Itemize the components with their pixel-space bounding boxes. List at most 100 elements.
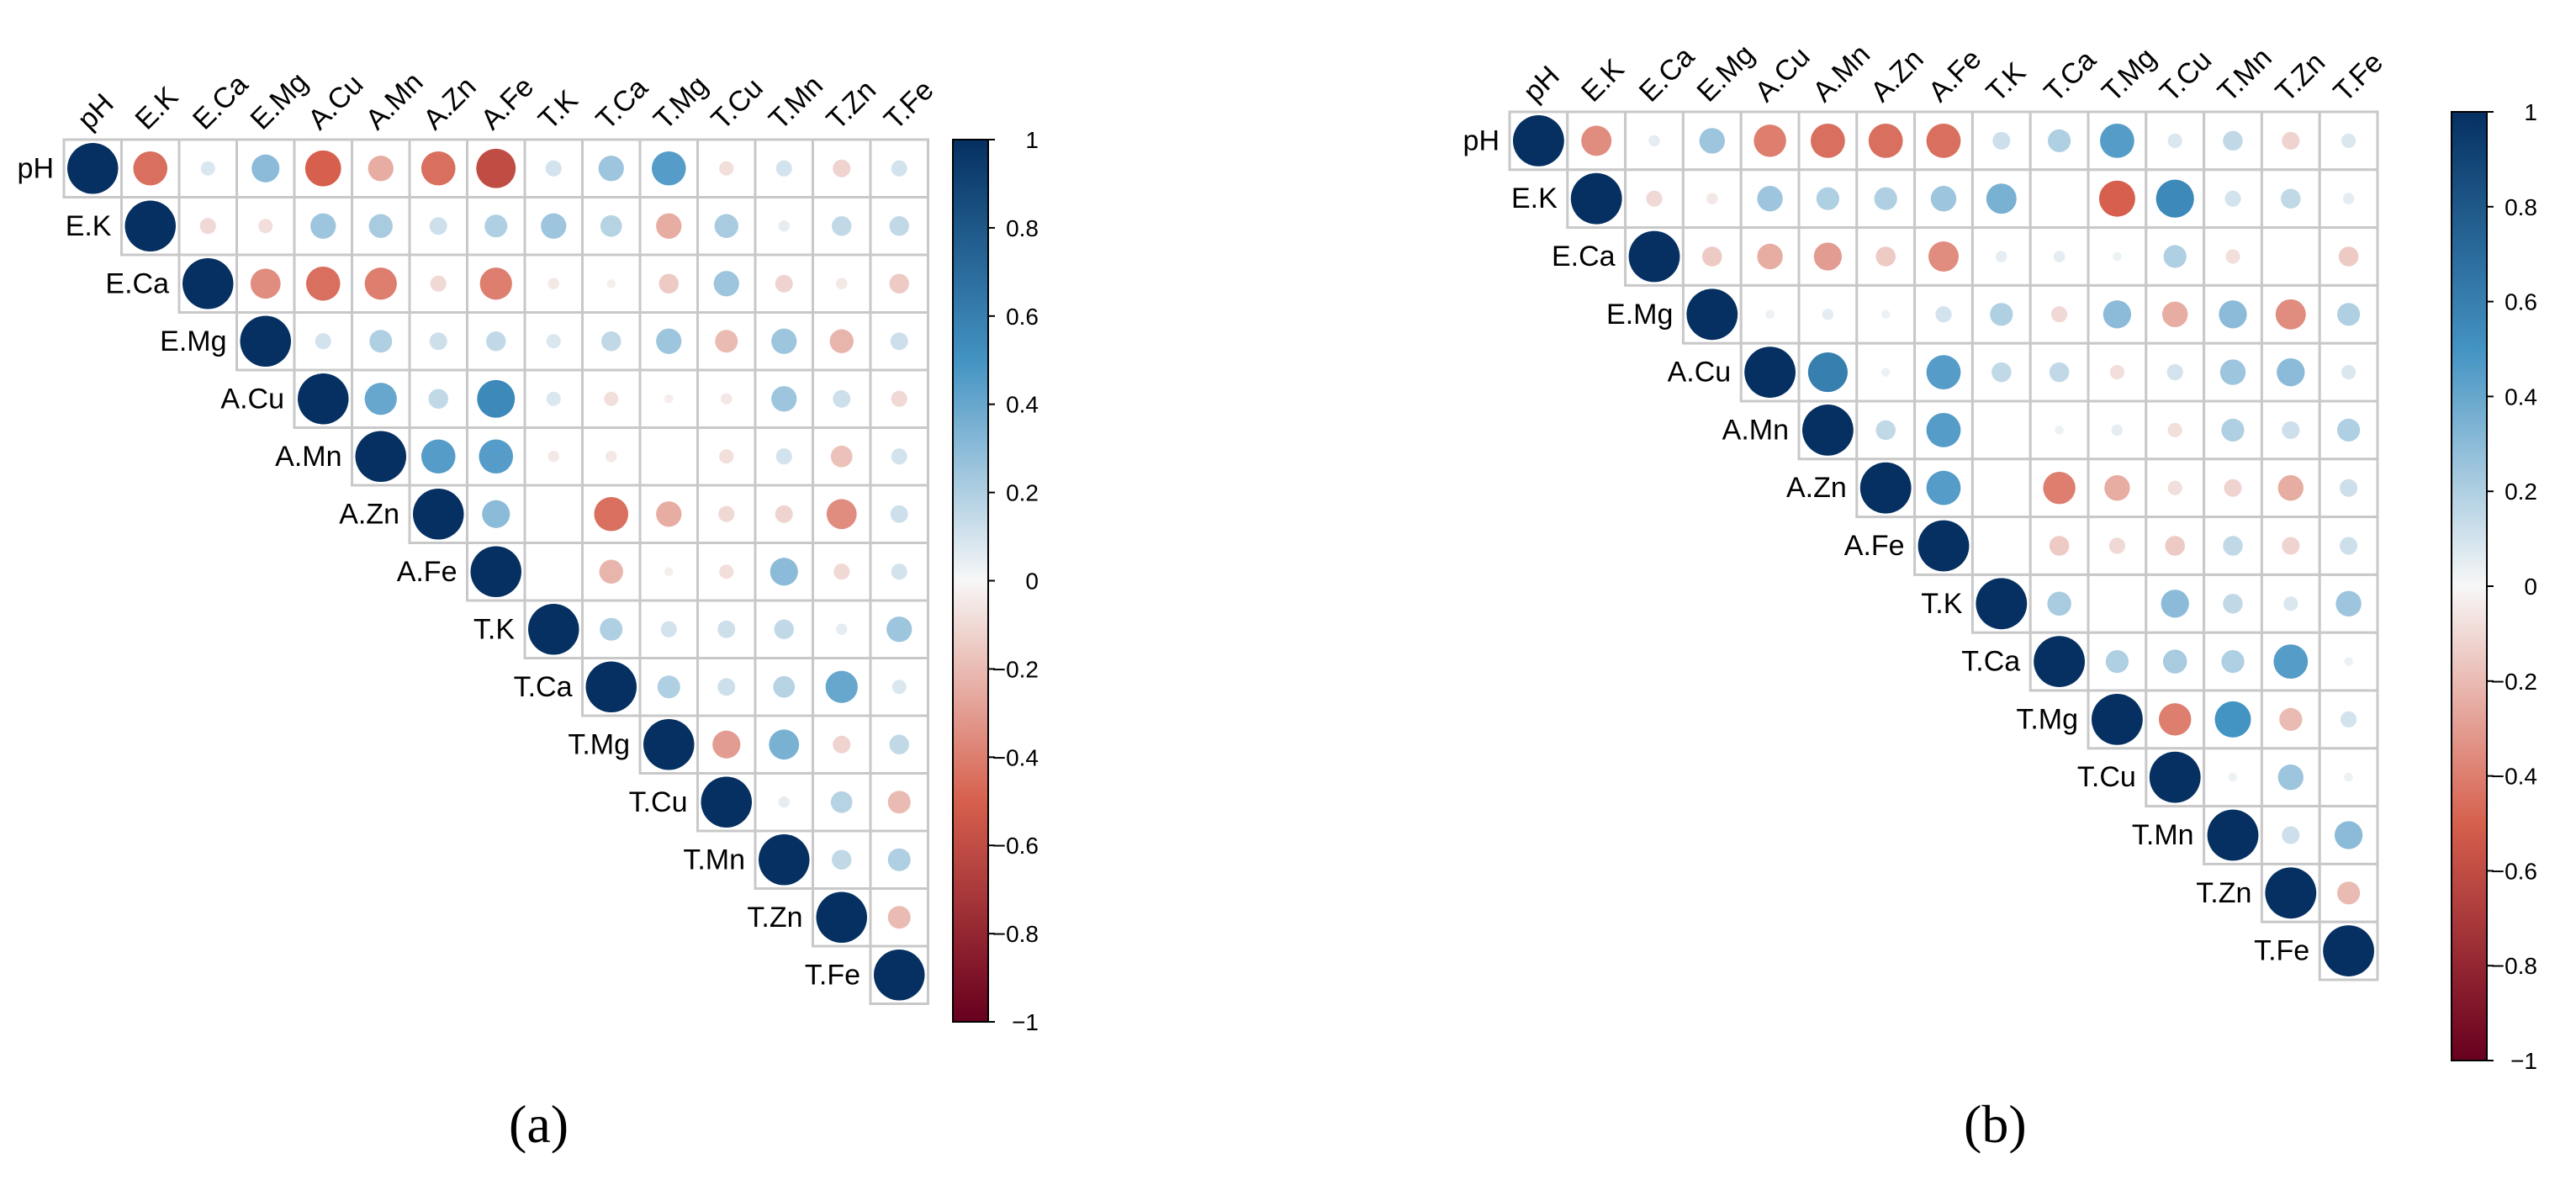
corr-circle-E.K-E.Ca bbox=[1646, 190, 1663, 207]
colorbar-tick-label: −0.6 bbox=[2491, 858, 2537, 884]
corr-circle-E.K-T.Mn bbox=[2224, 190, 2241, 207]
corr-circle-E.K-T.Zn bbox=[2281, 188, 2301, 209]
corr-circle-E.Mg-A.Zn bbox=[429, 332, 447, 351]
corr-circle-A.Fe-T.Fe bbox=[2340, 537, 2358, 555]
corr-circle-E.Ca-T.Cu bbox=[713, 271, 739, 297]
corr-circle-A.Fe-A.Fe bbox=[1917, 520, 1970, 572]
corr-circle-T.Cu-T.Fe bbox=[2344, 772, 2353, 782]
corr-circle-pH-A.Mn bbox=[1811, 124, 1845, 158]
column-label: A.Fe bbox=[475, 71, 541, 136]
corr-circle-E.K-A.Mn bbox=[1816, 187, 1839, 210]
corr-circle-pH-E.Mg bbox=[1699, 128, 1725, 154]
corr-circle-E.Mg-T.Cu bbox=[2162, 301, 2188, 327]
corr-circle-T.Zn-T.Zn bbox=[2265, 867, 2317, 919]
corr-circle-T.Mn-T.Zn bbox=[2282, 826, 2300, 844]
corr-circle-A.Cu-A.Mn bbox=[1807, 352, 1848, 393]
corr-circle-T.Mn-T.Zn bbox=[832, 849, 852, 870]
corr-circle-A.Fe-T.Mg bbox=[2108, 537, 2126, 554]
corr-circle-T.Cu-T.Cu bbox=[2149, 751, 2201, 803]
row-label: A.Mn bbox=[1722, 414, 1789, 446]
corr-circle-T.K-T.Ca bbox=[2047, 591, 2071, 616]
corr-circle-E.Mg-T.Cu bbox=[715, 330, 738, 353]
corr-circle-E.K-T.Fe bbox=[2342, 193, 2355, 204]
row-label: E.Mg bbox=[1606, 299, 1673, 331]
matrix-cell bbox=[812, 138, 872, 198]
corr-circle-pH-T.Cu bbox=[2167, 133, 2182, 148]
corr-circle-pH-T.Zn bbox=[2282, 131, 2300, 150]
corr-circle-pH-T.Mn bbox=[775, 160, 792, 177]
corr-circle-E.Mg-T.Fe bbox=[890, 332, 908, 351]
colorbar-tick-label: 0.8 bbox=[2505, 194, 2537, 220]
corr-circle-T.Ca-T.Fe bbox=[891, 680, 907, 695]
corr-circle-A.Cu-T.Mn bbox=[2219, 359, 2246, 385]
corr-circle-A.Cu-T.Ca bbox=[604, 391, 619, 406]
corr-circle-pH-A.Zn bbox=[421, 151, 456, 186]
corr-circle-E.Ca-T.K bbox=[1996, 251, 2007, 262]
matrix-cell bbox=[581, 484, 642, 544]
corr-circle-E.K-T.Cu bbox=[714, 214, 738, 238]
corr-circle-A.Cu-T.K bbox=[1992, 362, 2012, 383]
corr-circle-T.Mn-T.Mn bbox=[759, 834, 810, 886]
corr-circle-E.K-T.Mg bbox=[2098, 180, 2135, 217]
column-label: A.Mn bbox=[1806, 39, 1876, 108]
corr-circle-A.Fe-T.Mn bbox=[770, 558, 798, 586]
corr-circle-A.Mn-T.Mn bbox=[775, 448, 792, 465]
corr-circle-E.Mg-T.Mn bbox=[771, 328, 797, 354]
row-label: T.K bbox=[1921, 588, 1962, 620]
row-label: A.Cu bbox=[1668, 357, 1732, 389]
corr-circle-A.Zn-T.Fe bbox=[2340, 479, 2358, 497]
column-label: E.K bbox=[130, 81, 185, 136]
colorbar-tick-label: 1 bbox=[1025, 127, 1039, 153]
row-label: T.Zn bbox=[2196, 877, 2251, 909]
corr-circle-T.Cu-T.Mn bbox=[778, 796, 791, 808]
corr-circle-A.Zn-T.Mn bbox=[2224, 479, 2242, 497]
row-label: T.Fe bbox=[805, 959, 860, 991]
corr-circle-E.Mg-T.K bbox=[1990, 303, 2013, 326]
corr-circle-E.K-T.Zn bbox=[832, 216, 852, 236]
column-label: pH bbox=[71, 87, 120, 136]
corr-circle-E.K-E.K bbox=[1570, 172, 1622, 225]
matrix-cell bbox=[638, 426, 699, 487]
column-label: E.Mg bbox=[1691, 39, 1761, 108]
corr-circle-A.Fe-T.Fe bbox=[891, 563, 907, 580]
corr-circle-T.Mg-T.Zn bbox=[2279, 707, 2303, 731]
colorbar-tick-label: −0.2 bbox=[992, 656, 1039, 682]
corr-circle-pH-T.Mg bbox=[2100, 124, 2134, 158]
matrix-cell bbox=[2087, 573, 2148, 634]
corr-circle-E.Ca-A.Fe bbox=[1928, 241, 1959, 272]
corr-circle-A.Cu-A.Cu bbox=[1744, 347, 1796, 398]
corr-circle-T.Ca-T.Ca bbox=[2034, 636, 2085, 687]
matrix-cell bbox=[2260, 226, 2321, 287]
corr-circle-A.Fe-T.Ca bbox=[599, 559, 623, 584]
corr-circle-E.Mg-T.Zn bbox=[829, 329, 854, 353]
corr-circle-A.Cu-T.Mg bbox=[2109, 365, 2124, 380]
corr-circle-E.K-T.K bbox=[1986, 183, 2017, 214]
corr-circle-A.Mn-T.Cu bbox=[2167, 422, 2182, 437]
corr-circle-A.Fe-T.Cu bbox=[2165, 536, 2185, 556]
corr-circle-A.Zn-T.Mg bbox=[656, 501, 682, 527]
corr-circle-E.Mg-T.Mg bbox=[656, 328, 682, 354]
corr-circle-T.K-T.Mg bbox=[660, 621, 677, 637]
corr-circle-E.Mg-T.Ca bbox=[2050, 306, 2068, 323]
corr-circle-A.Mn-A.Fe bbox=[1926, 413, 1961, 447]
corr-circle-T.Mg-T.Cu bbox=[2158, 703, 2192, 736]
corr-circle-E.Ca-A.Mn bbox=[1813, 242, 1843, 271]
corr-circle-A.Cu-T.Zn bbox=[833, 389, 851, 408]
corr-circle-E.Ca-E.Ca bbox=[1628, 230, 1680, 283]
corr-circle-T.K-T.Zn bbox=[2283, 596, 2298, 611]
corr-circle-A.Zn-A.Zn bbox=[413, 489, 464, 540]
column-label: E.K bbox=[1575, 53, 1631, 108]
corr-circle-A.Fe-T.Mn bbox=[2223, 536, 2243, 556]
corr-circle-A.Mn-T.Cu bbox=[719, 449, 734, 464]
corr-circle-A.Cu-T.Cu bbox=[2166, 363, 2183, 381]
row-label: A.Fe bbox=[1844, 530, 1905, 562]
corr-circle-E.Ca-A.Zn bbox=[1875, 246, 1896, 267]
corr-circle-pH-E.Ca bbox=[200, 161, 215, 176]
corr-circle-pH-A.Fe bbox=[1926, 124, 1961, 158]
corr-circle-E.Ca-E.Ca bbox=[182, 258, 234, 309]
corr-circle-T.Mn-T.Fe bbox=[2334, 821, 2363, 849]
column-label: pH bbox=[1517, 60, 1566, 108]
corr-circle-A.Zn-T.Zn bbox=[2277, 475, 2304, 501]
corr-circle-T.K-T.K bbox=[528, 604, 579, 655]
corr-circle-A.Cu-T.Mg bbox=[664, 394, 674, 404]
